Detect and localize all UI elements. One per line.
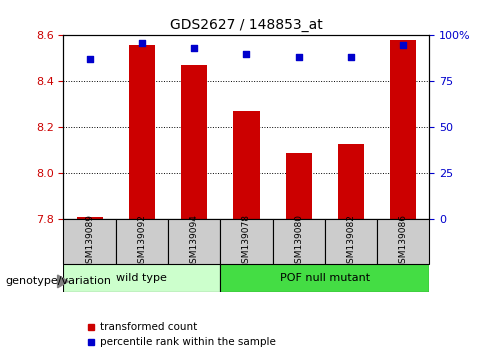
Polygon shape	[58, 275, 68, 288]
Bar	[338, 143, 364, 219]
Point	[347, 55, 355, 60]
Text: GSM139094: GSM139094	[190, 214, 199, 269]
Text: wild type: wild type	[117, 273, 167, 283]
Bar	[325, 219, 377, 264]
Text: GSM139089: GSM139089	[85, 214, 94, 269]
Bar	[377, 219, 429, 264]
Point	[86, 57, 94, 62]
Text: transformed count: transformed count	[100, 322, 197, 332]
Point	[138, 40, 146, 46]
Text: GSM139092: GSM139092	[137, 214, 146, 269]
Point	[399, 42, 407, 47]
Bar	[233, 112, 260, 219]
Bar	[220, 264, 429, 292]
Bar	[116, 219, 168, 264]
Text: GSM139080: GSM139080	[294, 214, 303, 269]
Bar	[63, 264, 220, 292]
Bar	[285, 153, 312, 219]
Bar	[220, 219, 273, 264]
Text: GSM139086: GSM139086	[399, 214, 408, 269]
Point	[295, 55, 303, 60]
Text: POF null mutant: POF null mutant	[280, 273, 370, 283]
Bar	[63, 219, 116, 264]
Text: genotype/variation: genotype/variation	[5, 276, 111, 286]
Bar	[273, 219, 325, 264]
Bar	[168, 219, 220, 264]
Text: GSM139082: GSM139082	[346, 214, 356, 269]
Bar	[77, 217, 102, 219]
Point	[190, 45, 198, 51]
Bar	[181, 65, 207, 219]
Title: GDS2627 / 148853_at: GDS2627 / 148853_at	[170, 18, 323, 32]
Bar	[129, 45, 155, 219]
Point	[243, 51, 250, 57]
Bar	[390, 40, 416, 219]
Text: percentile rank within the sample: percentile rank within the sample	[100, 337, 276, 347]
Text: GSM139078: GSM139078	[242, 214, 251, 269]
